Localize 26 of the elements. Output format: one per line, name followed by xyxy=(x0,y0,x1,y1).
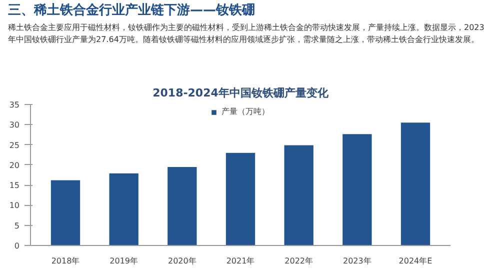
y-tick-label: 25 xyxy=(9,140,20,150)
legend-label: 产量（万吨） xyxy=(222,106,270,117)
chart-title: 三、稀土铁合金行业产业链下游——钕铁硼 xyxy=(8,2,255,20)
bar xyxy=(400,122,430,246)
y-tick-label: 5 xyxy=(14,221,20,230)
bar xyxy=(342,134,372,246)
y-tick-label: 20 xyxy=(9,160,20,170)
y-tick-label: 0 xyxy=(14,242,20,250)
x-tick-label: 2018年 xyxy=(51,256,80,266)
x-tick-label: 2019年 xyxy=(110,256,138,266)
x-tick-label: 2024年E xyxy=(398,256,432,266)
x-tick-label: 2022年 xyxy=(284,256,314,266)
x-tick-label: 2021年 xyxy=(226,256,255,266)
y-tick-label: 35 xyxy=(9,100,20,110)
text: 稀土铁合金主要应用于磁性材料，钕铁硼作为主要的磁性材料，受到上游稀土铁合金的带动快速发展，产量持续上涨。数据显示，2023年中国钕铁硼行业产量为27.64万吨。随着钕铁硼等磁性材料的应用领域逐步扩张，需求量随之上涨，带动稀土铁合金行业快速发展。 xyxy=(8,22,486,46)
y-tick-label: 15 xyxy=(9,181,20,190)
y-tick-label: 30 xyxy=(9,120,20,130)
bar xyxy=(168,166,197,246)
chart-subtitle: 2018-2024年中国钕铁硼产量变化 xyxy=(152,86,330,100)
x-tick-label: 2023年 xyxy=(342,256,372,266)
y-tick-label: 10 xyxy=(9,201,20,210)
bar xyxy=(226,152,256,246)
bar xyxy=(284,145,314,246)
x-tick-label: 2020年 xyxy=(168,256,196,266)
bar xyxy=(50,180,80,246)
bar xyxy=(109,173,138,246)
